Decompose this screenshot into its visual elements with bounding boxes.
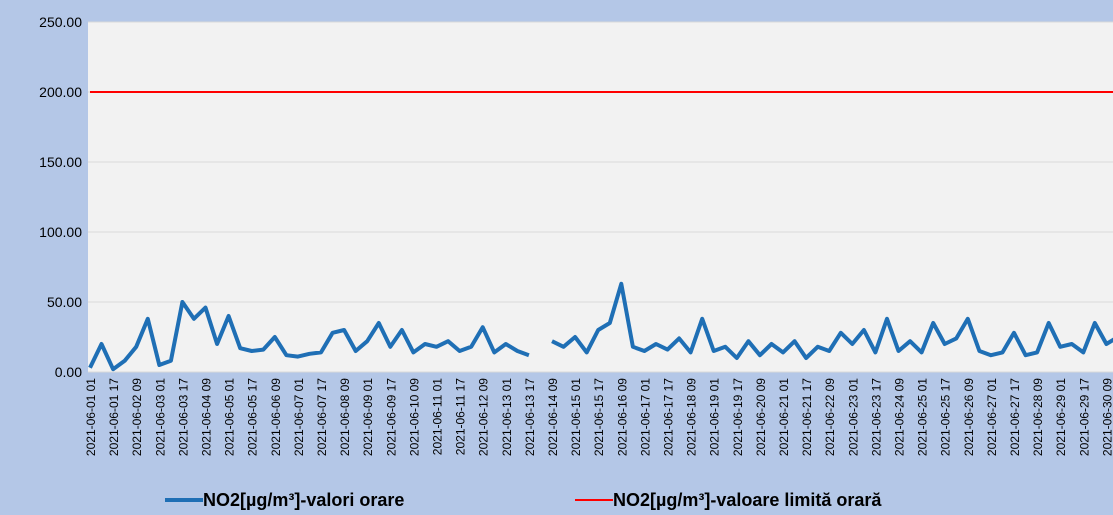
x-tick-label: 2021-06-28 09 [1031,378,1045,456]
x-tick-label: 2021-06-29 01 [1054,378,1068,456]
x-tick-label: 2021-06-15 01 [569,378,583,456]
x-tick-label: 2021-06-08 09 [338,378,352,456]
x-tick-label: 2021-06-04 09 [200,378,214,456]
x-tick-label: 2021-06-27 01 [985,378,999,456]
x-tick-label: 2021-06-21 17 [800,378,814,456]
x-tick-label: 2021-06-09 01 [361,378,375,456]
x-tick-label: 2021-06-01 17 [107,378,121,456]
x-tick-label: 2021-06-25 17 [939,378,953,456]
x-tick-label: 2021-06-23 17 [869,378,883,456]
x-tick-label: 2021-06-21 01 [777,378,791,456]
plot-area [88,22,1113,372]
legend-label: NO2[µg/m³]-valoare limită orară [613,490,882,510]
x-tick-label: 2021-06-09 17 [384,378,398,456]
x-tick-label: 2021-06-22 09 [823,378,837,456]
x-tick-label: 2021-06-17 01 [638,378,652,456]
x-tick-label: 2021-06-26 09 [962,378,976,456]
series-line [88,281,1113,372]
x-tick-label: 2021-06-27 17 [1008,378,1022,456]
x-tick-label: 2021-06-02 09 [130,378,144,456]
x-tick-label: 2021-06-07 01 [292,378,306,456]
x-tick-label: 2021-06-15 17 [592,378,606,456]
x-tick-label: 2021-06-03 01 [153,378,167,456]
x-tick-label: 2021-06-19 01 [708,378,722,456]
x-tick-label: 2021-06-11 17 [454,378,468,456]
x-tick-label: 2021-06-07 17 [315,378,329,456]
x-tick-label: 2021-06-03 17 [176,378,190,456]
x-tick-label: 2021-06-23 01 [846,378,860,456]
x-tick-label: 2021-06-20 09 [754,378,768,456]
x-tick-label: 2021-06-13 17 [523,378,537,456]
x-tick-label: 2021-06-30 09 [1100,378,1113,456]
x-tick-label: 2021-06-05 17 [246,378,260,456]
y-tick-label: 0.00 [55,364,82,380]
x-tick-label: 2021-06-06 09 [269,378,283,456]
x-tick-label: 2021-06-14 09 [546,378,560,456]
x-tick-label: 2021-06-24 09 [893,378,907,456]
x-tick-label: 2021-06-01 01 [84,378,98,456]
x-tick-label: 2021-06-25 01 [916,378,930,456]
x-tick-label: 2021-06-16 09 [615,378,629,456]
y-tick-label: 200.00 [39,84,82,100]
legend-label: NO2[µg/m³]-valori orare [203,490,404,510]
x-tick-label: 2021-06-12 09 [477,378,491,456]
x-tick-label: 2021-06-10 09 [407,378,421,456]
x-tick-label: 2021-06-18 09 [685,378,699,456]
y-tick-label: 150.00 [39,154,82,170]
x-tick-label: 2021-06-11 01 [431,378,445,456]
x-tick-label: 2021-06-13 01 [500,378,514,456]
x-tick-label: 2021-06-19 17 [731,378,745,456]
y-tick-label: 50.00 [47,294,82,310]
y-tick-label: 100.00 [39,224,82,240]
x-tick-label: 2021-06-29 17 [1077,378,1091,456]
x-tick-label: 2021-06-17 17 [662,378,676,456]
x-tick-label: 2021-06-05 01 [223,378,237,456]
y-tick-label: 250.00 [39,14,82,30]
